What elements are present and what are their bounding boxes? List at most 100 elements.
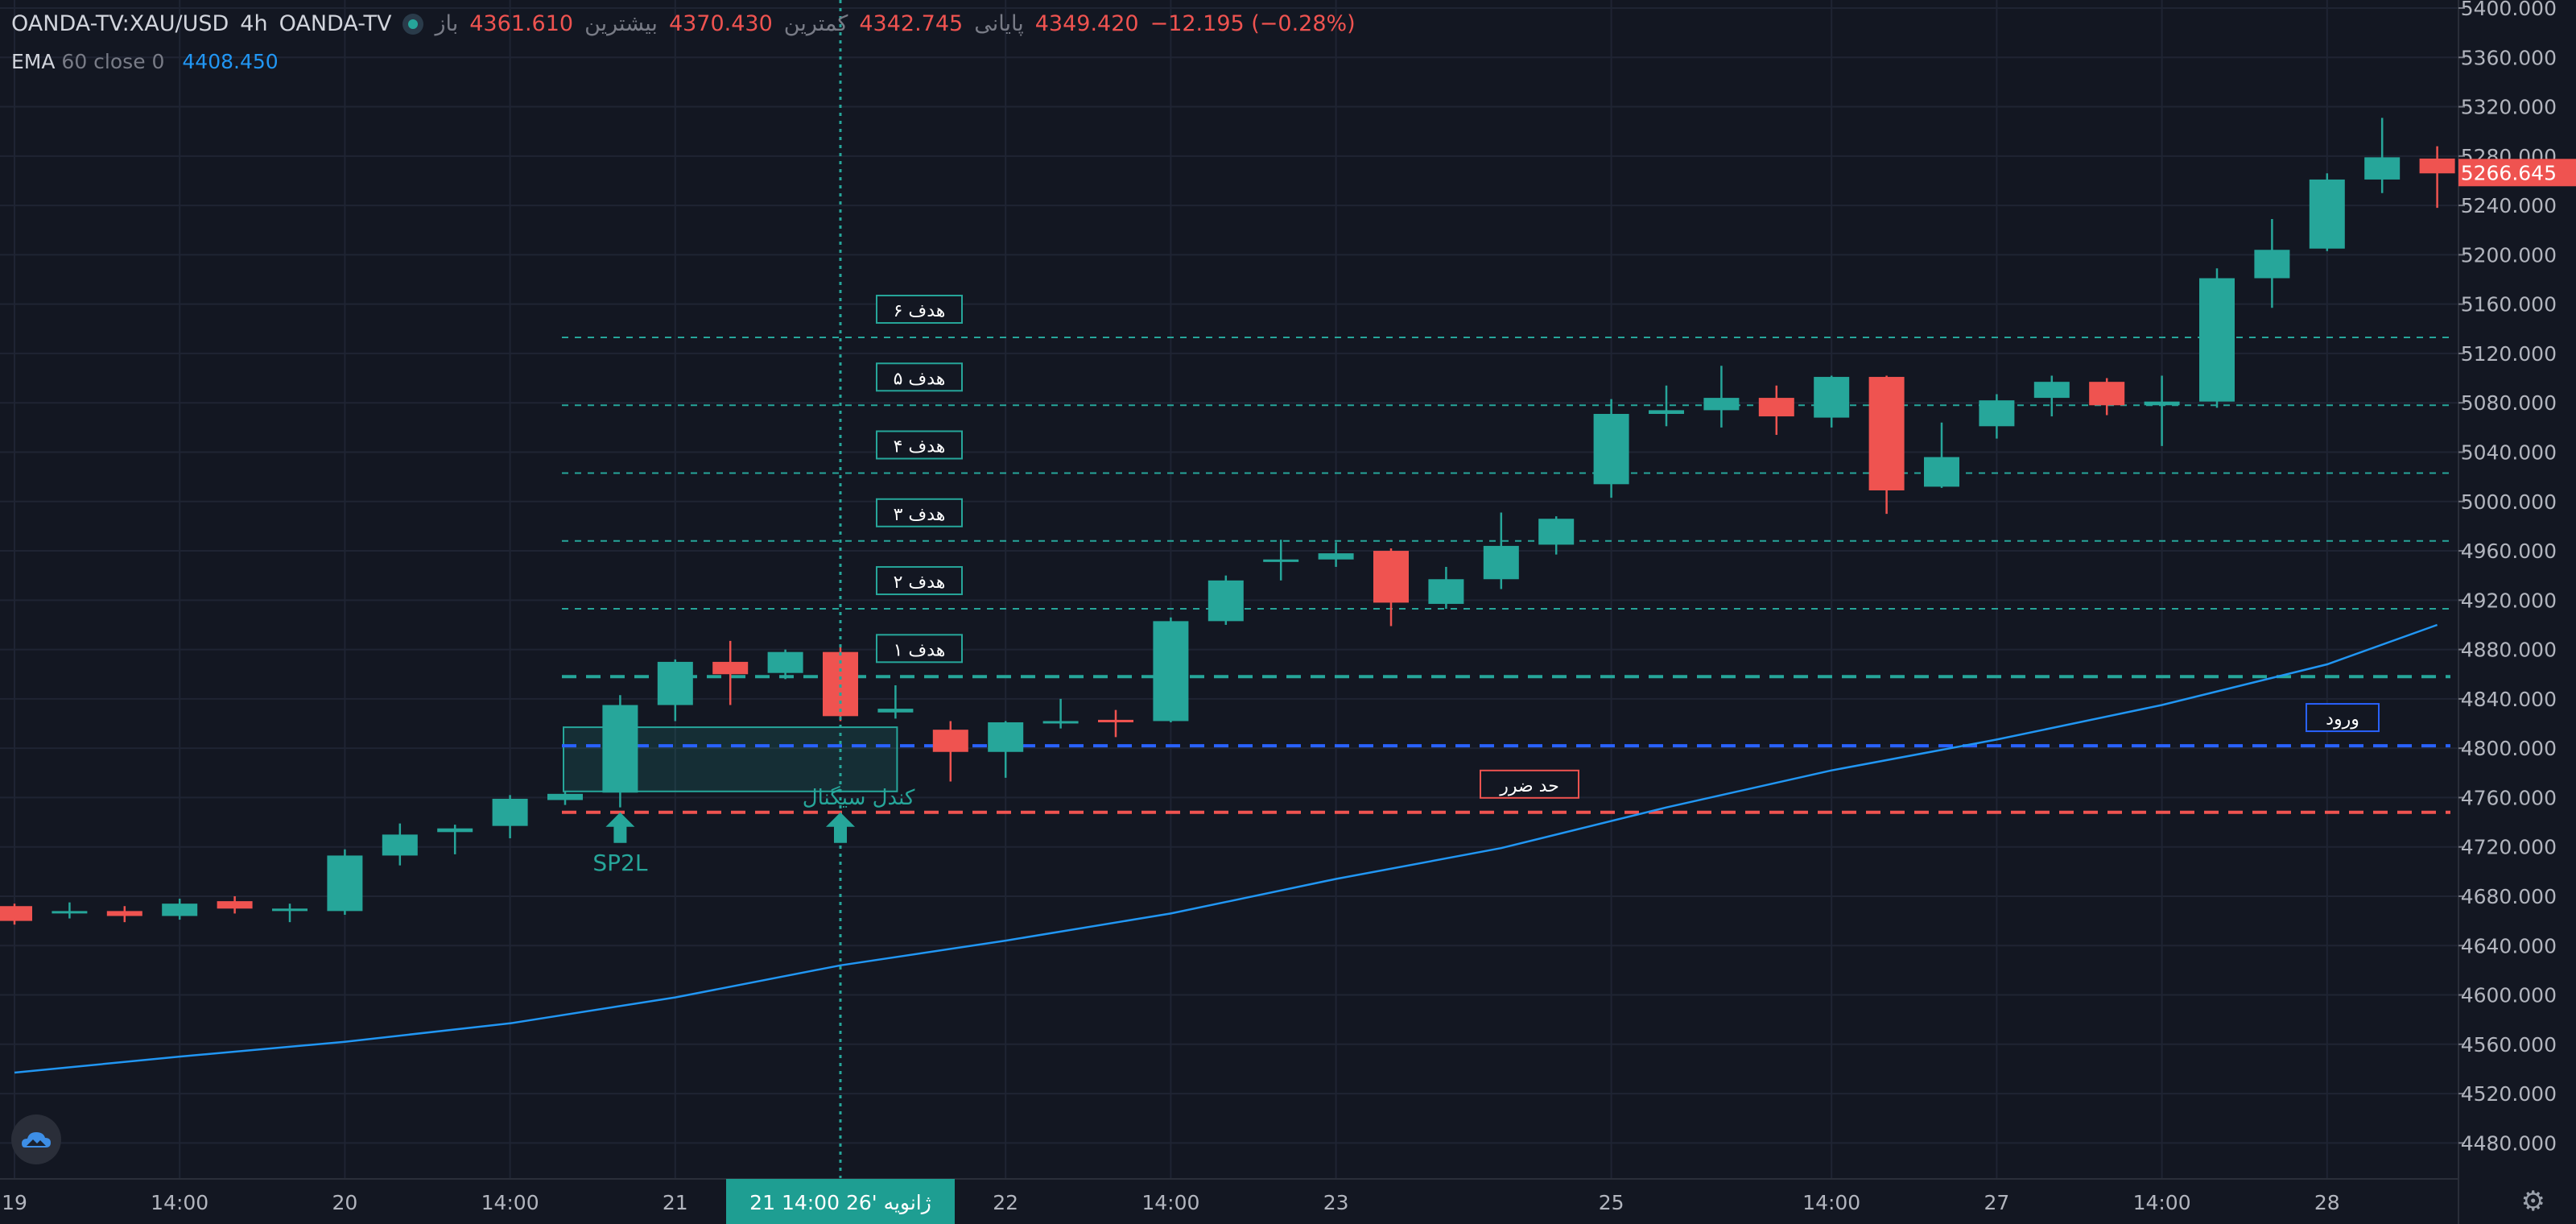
price-tick-label: 4720.000 — [2461, 836, 2557, 859]
candle-body — [1153, 621, 1189, 722]
signal-candle-label: کندل سیگنال — [803, 785, 915, 810]
ema-value: 4408.450 — [182, 50, 279, 73]
candle-body — [2419, 158, 2455, 174]
time-tick-label: 21 — [663, 1191, 688, 1214]
symbol-title[interactable]: OANDA-TV:XAU/USD — [11, 11, 229, 36]
price-tick-label: 5080.000 — [2461, 391, 2557, 415]
close-value: 4349.420 — [1034, 11, 1139, 36]
open-label: باز — [435, 11, 459, 36]
candle-body — [1208, 580, 1244, 622]
entry-box — [2306, 703, 2380, 733]
price-tick-label: 4800.000 — [2461, 737, 2557, 760]
high-label: بیشترین — [584, 11, 658, 36]
price-tick-label: 5360.000 — [2461, 46, 2557, 69]
gear-icon[interactable]: ⚙ — [2520, 1185, 2545, 1218]
candle-body — [2199, 278, 2235, 402]
price-tick-label: 4960.000 — [2461, 540, 2557, 563]
crosshair-time-badge — [726, 1179, 955, 1224]
time-tick-label: 14:00 — [1141, 1191, 1199, 1214]
target-5-box — [876, 362, 963, 392]
candle-body — [988, 722, 1024, 752]
source-label: OANDA-TV — [279, 11, 392, 36]
ema-name: EMA — [11, 50, 56, 73]
last-price-label: 5266.645 — [2461, 161, 2557, 184]
candle-body — [1868, 377, 1905, 490]
chart-legend: OANDA-TV:XAU/USD 4h OANDA-TV باز 4361.61… — [11, 11, 1356, 36]
stop-loss-label: حد ضرر — [1499, 776, 1559, 796]
candle-body — [272, 908, 308, 912]
interval-label[interactable]: 4h — [240, 11, 268, 36]
marker-label: SP2L — [592, 850, 647, 876]
candle-body — [437, 828, 473, 833]
high-value: 4370.430 — [668, 11, 773, 36]
low-value: 4342.745 — [859, 11, 964, 36]
price-tick-label: 5160.000 — [2461, 293, 2557, 316]
up-arrow-icon — [826, 812, 855, 843]
candle-body — [877, 709, 914, 713]
candle-body — [0, 906, 32, 921]
candle-body — [1924, 457, 1959, 487]
time-tick-label: 27 — [1984, 1191, 2009, 1214]
candle-body — [1703, 398, 1740, 411]
price-axis — [2458, 0, 2576, 1224]
price-tick-label: 5240.000 — [2461, 194, 2557, 217]
time-tick-label: 14:00 — [481, 1191, 539, 1214]
candle-body — [2033, 382, 2070, 399]
price-tick-label: 5040.000 — [2461, 440, 2557, 464]
candle-body — [1373, 551, 1409, 603]
low-label: کمترین — [783, 11, 848, 36]
price-tick-label: 5400.000 — [2461, 0, 2557, 20]
price-tick-label: 4880.000 — [2461, 639, 2557, 662]
candle-body — [2364, 157, 2401, 180]
price-tick-label: 4600.000 — [2461, 984, 2557, 1007]
ema-legend[interactable]: EMA 60 close 0 4408.450 — [11, 50, 279, 73]
target-5-label: هدف ۵ — [894, 369, 946, 389]
time-tick-label: 19 — [2, 1191, 27, 1214]
entry-label: ورود — [2326, 709, 2359, 730]
candle-body — [1483, 545, 1519, 580]
target-2-label: هدف ۲ — [894, 573, 946, 593]
open-value: 4361.610 — [469, 11, 574, 36]
target-6-box — [876, 295, 963, 325]
price-tick-label: 4680.000 — [2461, 885, 2557, 908]
time-tick-label: 14:00 — [1802, 1191, 1860, 1214]
live-dot-icon — [402, 13, 424, 35]
price-tick-label: 4520.000 — [2461, 1082, 2557, 1106]
target-3-label: هدف ۳ — [894, 505, 946, 525]
up-arrow-icon — [605, 812, 635, 843]
candle-body — [1814, 377, 1850, 418]
candle-body — [2254, 250, 2290, 279]
target-4-label: هدف ۴ — [894, 437, 946, 457]
target-1-box — [876, 634, 963, 664]
candle-body — [1428, 579, 1464, 604]
change-value: −12.195 (−0.28%) — [1150, 11, 1356, 36]
candle-body — [52, 911, 88, 914]
target-3-box — [876, 498, 963, 527]
target-4-box — [876, 430, 963, 460]
price-tick-label: 5000.000 — [2461, 490, 2557, 514]
candle-body — [767, 651, 803, 673]
candle-body — [712, 661, 749, 675]
ema-params: 60 close 0 — [61, 50, 165, 73]
chart-logo-icon[interactable] — [11, 1114, 61, 1164]
candle-body — [657, 661, 693, 705]
price-tick-label: 4560.000 — [2461, 1033, 2557, 1057]
time-tick-label: 14:00 — [2133, 1191, 2191, 1214]
stop-loss-box — [1480, 769, 1579, 799]
candle-body — [492, 798, 528, 826]
candle-body — [1263, 559, 1299, 562]
candle-body — [217, 901, 253, 909]
time-tick-label: 14:00 — [151, 1191, 208, 1214]
candle-body — [547, 793, 583, 800]
price-tick-label: 5200.000 — [2461, 243, 2557, 267]
time-tick-label: 25 — [1599, 1191, 1624, 1214]
candle-body — [1758, 398, 1794, 417]
price-tick-label: 4640.000 — [2461, 934, 2557, 957]
candle-body — [162, 904, 198, 916]
candle-body — [382, 834, 418, 856]
target-2-box — [876, 566, 963, 596]
price-tick-label: 4840.000 — [2461, 688, 2557, 711]
time-tick-label: 20 — [332, 1191, 357, 1214]
candle-body — [327, 855, 363, 912]
